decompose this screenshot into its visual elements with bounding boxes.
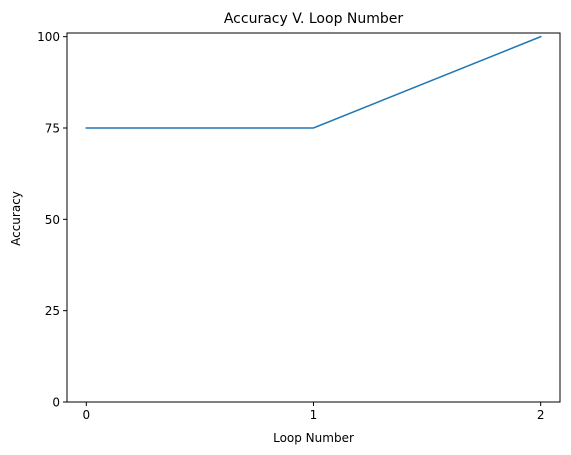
chart-title: Accuracy V. Loop Number [224,11,404,27]
x-tick-label: 2 [537,408,545,422]
series-line-0 [85,35,542,129]
y-tick-label: 25 [45,304,60,318]
plot-area: 0 1 2 0 25 50 75 100 [37,30,561,422]
y-axis-label: Accuracy [9,191,23,246]
x-tick-label: 1 [310,408,318,422]
x-tick-label: 0 [82,408,90,422]
y-tick-label: 100 [37,30,60,44]
x-axis-label: Loop Number [273,431,354,445]
y-tick-label: 50 [45,213,60,227]
y-tick-label: 0 [52,396,60,410]
y-tick-label: 75 [45,121,60,135]
plot-frame [66,32,561,403]
